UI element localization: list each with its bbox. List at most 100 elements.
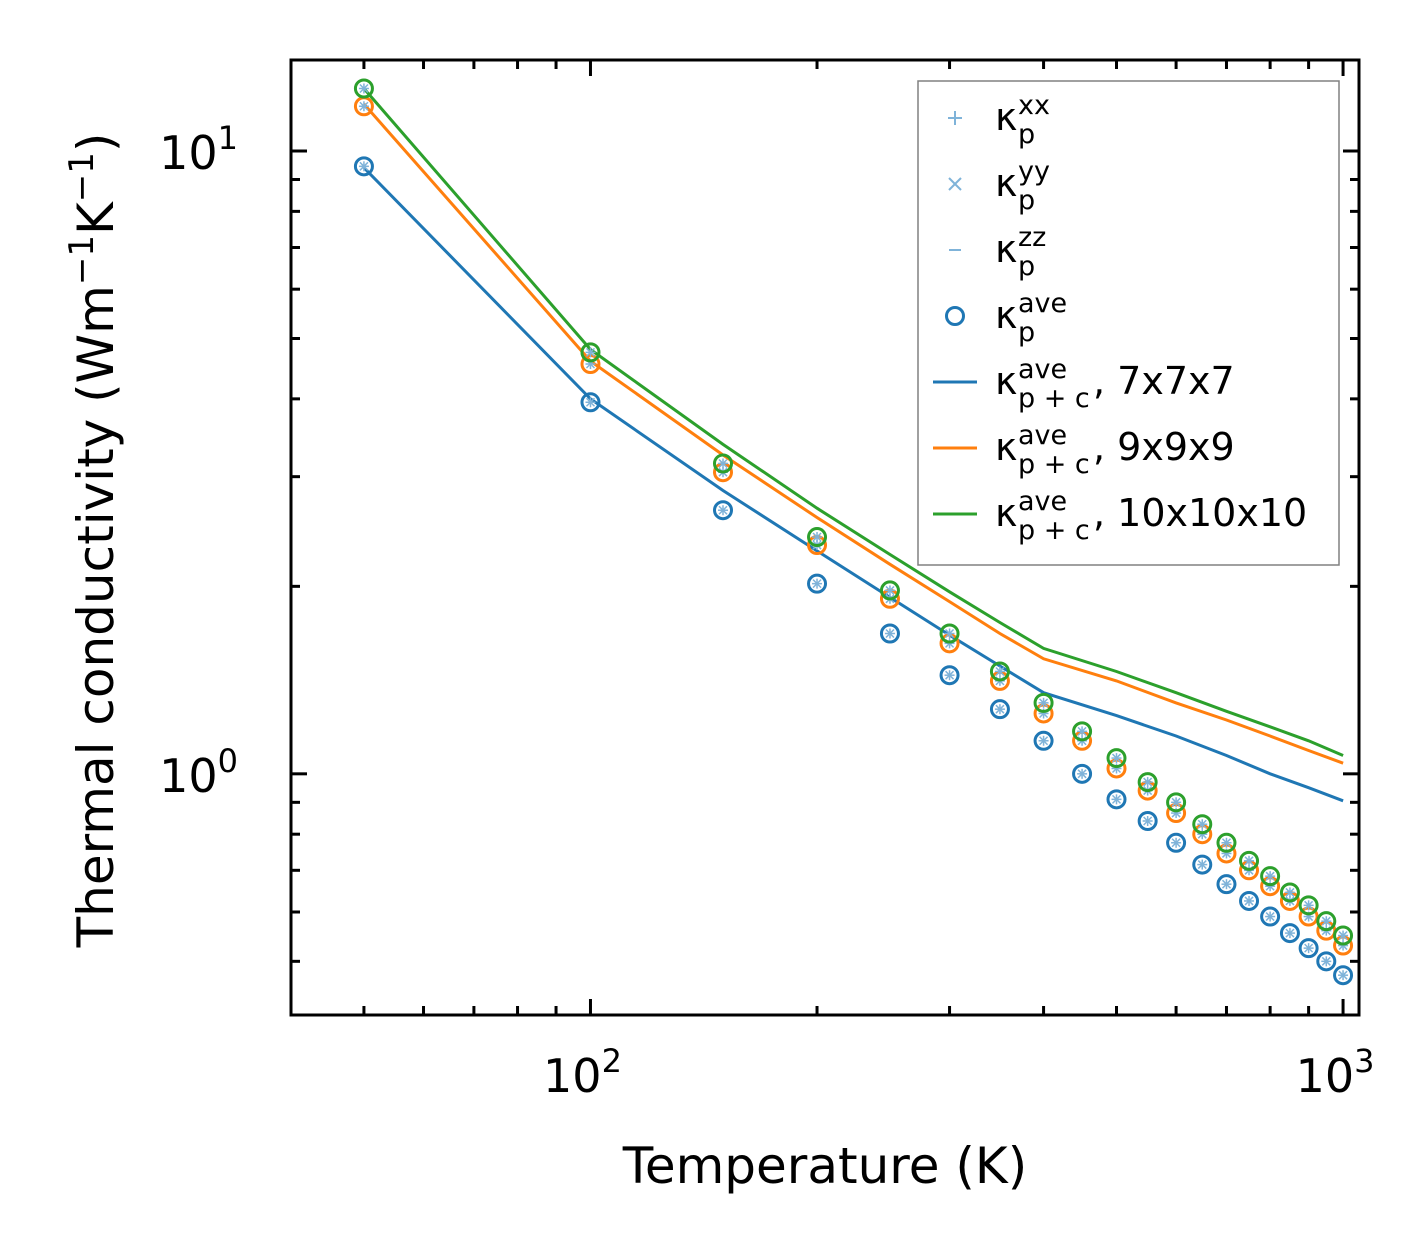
component-marker <box>1321 956 1331 966</box>
component-marker <box>945 670 955 680</box>
data-point <box>939 665 960 686</box>
component-marker <box>1197 819 1207 829</box>
component-marker <box>1039 698 1049 708</box>
data-point <box>713 453 734 474</box>
component-marker <box>885 628 895 639</box>
component-marker <box>1111 794 1122 804</box>
data-point <box>353 78 374 99</box>
component-marker <box>1221 879 1232 889</box>
component-marker <box>359 161 369 171</box>
data-point <box>1166 792 1187 813</box>
data-point <box>1166 832 1187 853</box>
component-marker <box>1221 838 1232 848</box>
data-point <box>1137 772 1158 793</box>
component-marker <box>1143 777 1153 787</box>
data-point <box>1279 882 1300 903</box>
data-point <box>1072 721 1093 742</box>
data-point <box>1279 923 1300 944</box>
data-point <box>713 500 734 521</box>
data-point <box>1106 748 1127 769</box>
data-point <box>1260 906 1281 927</box>
component-marker <box>585 347 596 357</box>
component-marker <box>945 628 955 639</box>
component-marker <box>1244 896 1254 906</box>
component-marker <box>585 397 596 407</box>
data-point <box>879 623 900 644</box>
x-axis-label: Temperature (K) <box>622 1137 1027 1195</box>
legend-marker <box>948 177 962 191</box>
data-point <box>989 699 1010 720</box>
data-point <box>1106 789 1127 810</box>
component-marker <box>1244 856 1254 866</box>
component-marker <box>359 83 369 94</box>
component-marker <box>1304 943 1314 953</box>
data-point <box>580 392 601 413</box>
component-marker <box>1338 970 1348 980</box>
series-line <box>362 87 1344 757</box>
data-point <box>1239 850 1260 871</box>
y-tick-label: 101 <box>159 119 238 180</box>
data-point <box>807 573 828 594</box>
data-point <box>879 580 900 601</box>
component-marker <box>1077 769 1087 779</box>
data-point <box>1033 692 1054 713</box>
y-tick-label: 100 <box>159 742 238 803</box>
data-point <box>1298 938 1319 959</box>
data-point <box>989 661 1010 682</box>
legend-label: κyy p <box>995 156 1050 216</box>
legend-marker <box>945 306 965 326</box>
component-marker <box>1338 931 1348 941</box>
data-point <box>1192 814 1213 835</box>
data-point <box>1033 730 1054 751</box>
series-line <box>362 103 1344 765</box>
axes-frame <box>289 58 1361 1017</box>
component-marker <box>885 585 895 595</box>
data-point <box>1216 832 1237 853</box>
component-marker <box>1111 753 1122 763</box>
data-point <box>1239 890 1260 911</box>
component-marker <box>812 579 822 589</box>
legend-label: κxx p <box>995 90 1050 150</box>
component-marker <box>1197 860 1207 870</box>
component-marker <box>718 505 728 515</box>
data-point <box>1192 854 1213 875</box>
data-point <box>807 527 828 548</box>
data-point <box>1137 810 1158 831</box>
component-marker <box>1321 916 1331 926</box>
legend-label: κave p + c, 7x7x7 <box>995 354 1235 414</box>
data-point <box>939 623 960 644</box>
data-point <box>1316 911 1337 932</box>
data-point <box>1333 965 1354 986</box>
component-marker <box>718 458 728 469</box>
legend-label: κave p <box>995 288 1067 348</box>
x-tick-label: 102 <box>543 1042 622 1103</box>
data-point <box>1260 866 1281 887</box>
legend-box <box>917 80 1340 566</box>
component-marker <box>1285 887 1295 897</box>
data-point <box>1316 951 1337 972</box>
data-point <box>1072 763 1093 784</box>
component-marker <box>1171 838 1181 848</box>
legend-label: κave p + c, 9x9x9 <box>995 420 1235 480</box>
component-marker <box>1304 900 1314 910</box>
y-axis-label: Thermal conductivity (Wm−1K−1) <box>62 133 125 949</box>
component-marker <box>812 532 822 542</box>
data-point <box>580 342 601 363</box>
component-marker <box>1077 726 1087 736</box>
component-marker <box>1285 928 1295 938</box>
data-point <box>1216 874 1237 895</box>
data-point <box>353 156 374 177</box>
component-marker <box>995 704 1005 714</box>
component-marker <box>1265 912 1275 922</box>
series-line <box>362 166 1344 803</box>
legend-label: κave p + c, 10x10x10 <box>995 486 1307 546</box>
x-tick-label: 103 <box>1296 1042 1375 1103</box>
legend-label: κzz p <box>995 222 1046 282</box>
data-point <box>1298 895 1319 916</box>
component-marker <box>1265 871 1275 881</box>
component-marker <box>1171 797 1181 807</box>
data-point <box>1333 925 1354 946</box>
component-marker <box>359 101 369 111</box>
component-marker <box>1143 816 1153 826</box>
